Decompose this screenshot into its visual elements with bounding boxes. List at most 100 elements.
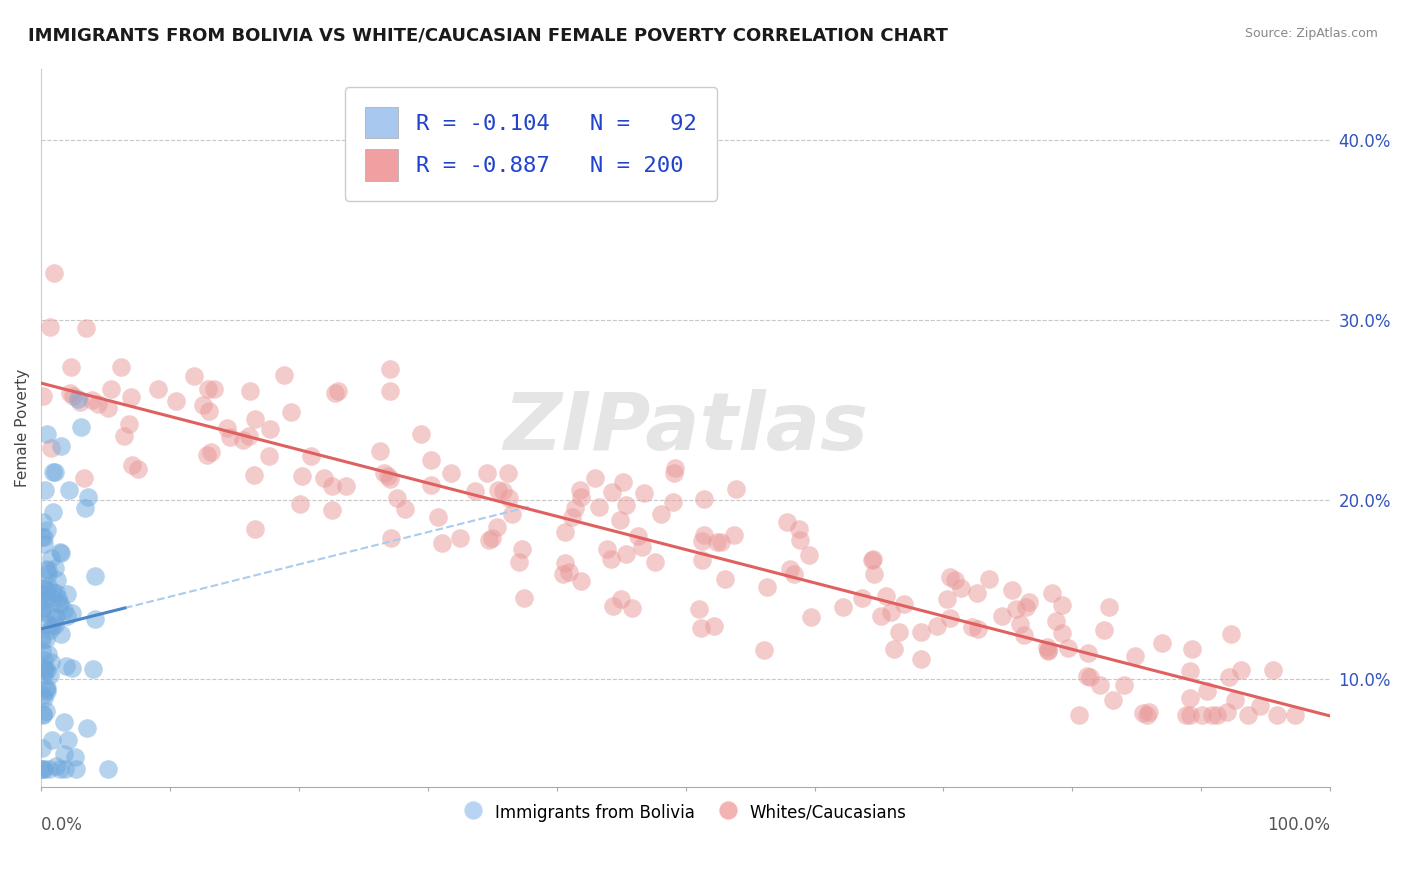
Point: [910, 625, 932, 640]
Point: [1150, 635, 1173, 649]
Point: [41, 591, 63, 606]
Point: [202, 382, 225, 396]
Point: [44, 465, 66, 479]
Point: [851, 591, 873, 605]
Point: [35, 682, 58, 697]
Point: [52, 747, 75, 762]
Point: [35, 632, 58, 646]
Legend: Immigrants from Bolivia, Whites/Caucasians: Immigrants from Bolivia, Whites/Caucasia…: [458, 795, 912, 829]
Point: [58, 733, 80, 747]
Point: [1201, 707, 1223, 722]
Point: [692, 528, 714, 542]
Point: [44, 618, 66, 632]
Point: [82, 393, 104, 408]
Point: [37, 647, 59, 661]
Point: [889, 624, 911, 639]
Point: [34, 582, 56, 597]
Point: [688, 602, 710, 616]
Point: [45, 585, 67, 599]
Point: [35, 616, 58, 631]
Point: [299, 449, 322, 463]
Point: [1112, 678, 1135, 692]
Point: [756, 580, 779, 594]
Point: [32, 515, 55, 529]
Point: [650, 507, 672, 521]
Point: [614, 547, 637, 561]
Point: [48, 596, 70, 610]
Point: [561, 510, 583, 524]
Point: [69, 420, 91, 434]
Point: [197, 382, 219, 396]
Point: [76, 490, 98, 504]
Point: [703, 619, 725, 633]
Point: [485, 520, 508, 534]
Point: [583, 471, 606, 485]
Point: [690, 621, 713, 635]
Point: [977, 572, 1000, 586]
Point: [943, 573, 966, 587]
Point: [1132, 706, 1154, 720]
Point: [191, 398, 214, 412]
Point: [288, 497, 311, 511]
Point: [368, 444, 391, 458]
Point: [568, 483, 591, 497]
Point: [1237, 708, 1260, 723]
Point: [498, 491, 520, 505]
Point: [39, 623, 62, 637]
Point: [936, 592, 959, 607]
Point: [30, 762, 52, 776]
Point: [82, 662, 104, 676]
Point: [31, 599, 53, 614]
Point: [31, 593, 53, 607]
Point: [724, 482, 747, 496]
Point: [86, 397, 108, 411]
Point: [1077, 646, 1099, 660]
Point: [862, 551, 884, 566]
Point: [232, 434, 254, 448]
Point: [1249, 698, 1271, 713]
Point: [1008, 616, 1031, 631]
Point: [146, 383, 169, 397]
Point: [564, 501, 586, 516]
Point: [32, 653, 55, 667]
Point: [486, 483, 509, 498]
Point: [1102, 693, 1125, 707]
Point: [1181, 641, 1204, 656]
Point: [558, 566, 581, 580]
Point: [789, 533, 811, 548]
Point: [32, 706, 55, 721]
Point: [321, 503, 343, 517]
Point: [1178, 708, 1201, 723]
Point: [1057, 641, 1080, 656]
Point: [883, 642, 905, 657]
Point: [1012, 628, 1035, 642]
Point: [1098, 600, 1121, 615]
Text: 100.0%: 100.0%: [1267, 815, 1330, 834]
Point: [31, 587, 53, 601]
Point: [37, 579, 59, 593]
Point: [45, 759, 67, 773]
Point: [44, 266, 66, 280]
Point: [38, 667, 60, 681]
Point: [84, 569, 107, 583]
Point: [800, 610, 823, 624]
Point: [63, 750, 86, 764]
Text: ZIPatlas: ZIPatlas: [503, 389, 868, 467]
Point: [273, 368, 295, 382]
Point: [754, 643, 776, 657]
Point: [34, 483, 56, 497]
Point: [259, 422, 281, 436]
Point: [34, 667, 56, 681]
Point: [600, 485, 623, 500]
Point: [35, 562, 58, 576]
Point: [1223, 692, 1246, 706]
Point: [496, 466, 519, 480]
Point: [870, 609, 893, 624]
Point: [420, 453, 443, 467]
Point: [633, 486, 655, 500]
Point: [627, 529, 650, 543]
Point: [41, 732, 63, 747]
Point: [39, 551, 62, 566]
Point: [661, 494, 683, 508]
Point: [420, 478, 443, 492]
